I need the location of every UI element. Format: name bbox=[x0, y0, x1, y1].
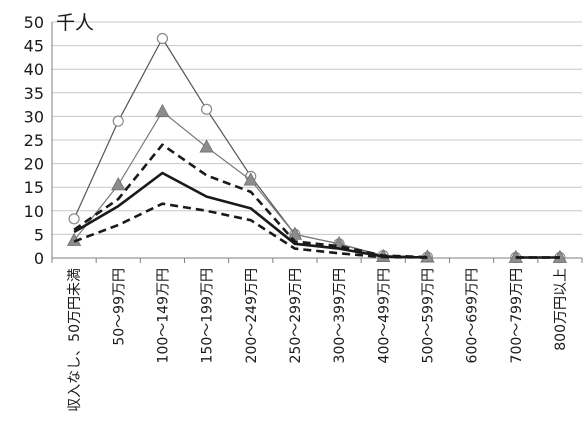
data-point-triangle bbox=[243, 172, 258, 186]
data-point-triangle bbox=[111, 177, 126, 191]
series-line bbox=[73, 143, 428, 259]
x-tick-label: 100〜149万円 bbox=[155, 268, 171, 363]
x-tick-label: 150〜199万円 bbox=[200, 268, 216, 363]
data-point-circle bbox=[200, 103, 213, 115]
labels: 0 5 10 15 20 25 30 35 40 45 50 収入なし、50万円未満 50〜99万円 10… bbox=[24, 13, 569, 412]
x-tick-label: 600〜699万円 bbox=[465, 268, 481, 363]
data-point-triangle bbox=[287, 226, 303, 240]
y-tick-label: 20 bbox=[24, 155, 44, 174]
data-point-triangle bbox=[155, 103, 170, 118]
grid bbox=[52, 21, 582, 235]
series-line bbox=[73, 171, 428, 259]
y-axis-unit-label: 千人 bbox=[56, 12, 94, 34]
x-tick-label: 250〜299万円 bbox=[288, 268, 304, 363]
y-tick-label: 25 bbox=[24, 131, 44, 150]
y-tick-label: 30 bbox=[24, 107, 44, 126]
x-tick-label: 800万円以上 bbox=[553, 268, 569, 351]
x-tick-label: 700〜799万円 bbox=[509, 268, 525, 363]
data-point-triangle bbox=[199, 139, 214, 153]
y-tick-label: 10 bbox=[24, 202, 44, 221]
data-point-circle bbox=[68, 213, 80, 225]
y-tick-label: 35 bbox=[24, 84, 44, 103]
data-point-circle bbox=[156, 32, 169, 45]
x-tick-label: 200〜249万円 bbox=[244, 268, 260, 363]
x-tick-label: 300〜399万円 bbox=[332, 268, 348, 363]
y-tick-label: 0 bbox=[34, 249, 44, 268]
y-tick-label: 40 bbox=[24, 60, 44, 79]
series-group bbox=[66, 32, 568, 264]
x-tick-label: 500〜599万円 bbox=[420, 268, 436, 363]
y-tick-label: 5 bbox=[34, 225, 44, 244]
series-line bbox=[73, 37, 428, 258]
y-tick-label: 45 bbox=[24, 37, 44, 56]
axes bbox=[51, 22, 583, 263]
y-tick-label: 15 bbox=[24, 178, 44, 197]
x-tick-label: 400〜499万円 bbox=[376, 268, 392, 363]
x-tick-label: 50〜99万円 bbox=[111, 268, 127, 346]
data-point-circle bbox=[112, 115, 124, 127]
series-line bbox=[73, 202, 428, 259]
x-tick-label: 収入なし、50万円未満 bbox=[67, 268, 83, 412]
y-tick-label: 50 bbox=[24, 13, 44, 32]
